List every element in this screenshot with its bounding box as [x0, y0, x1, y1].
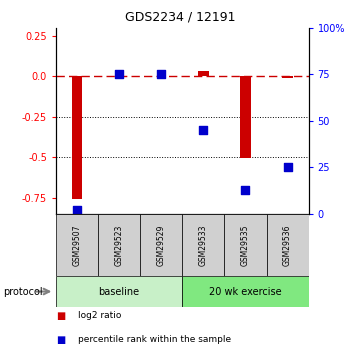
- Text: GSM29535: GSM29535: [241, 224, 250, 266]
- Text: ■: ■: [56, 335, 65, 345]
- Text: GDS2234 / 12191: GDS2234 / 12191: [125, 10, 236, 23]
- Text: GSM29507: GSM29507: [73, 224, 82, 266]
- Text: percentile rank within the sample: percentile rank within the sample: [78, 335, 231, 344]
- Text: log2 ratio: log2 ratio: [78, 310, 121, 319]
- Text: 20 wk exercise: 20 wk exercise: [209, 287, 282, 296]
- Bar: [266, 214, 309, 276]
- Bar: [225, 214, 266, 276]
- Bar: [72, 76, 82, 198]
- Point: [158, 71, 164, 77]
- Bar: [198, 71, 209, 76]
- Text: GSM29523: GSM29523: [115, 224, 123, 266]
- Text: ■: ■: [56, 310, 65, 321]
- Point: [74, 207, 80, 213]
- Bar: [282, 76, 293, 78]
- Bar: [56, 214, 98, 276]
- Bar: [98, 214, 140, 276]
- Text: GSM29533: GSM29533: [199, 224, 208, 266]
- Text: GSM29529: GSM29529: [157, 224, 166, 266]
- Bar: [182, 276, 309, 307]
- Point: [200, 127, 206, 133]
- Bar: [140, 214, 182, 276]
- Bar: [56, 276, 182, 307]
- Point: [285, 165, 291, 170]
- Text: baseline: baseline: [99, 287, 140, 296]
- Text: GSM29536: GSM29536: [283, 224, 292, 266]
- Point: [243, 187, 248, 193]
- Text: protocol: protocol: [4, 287, 43, 296]
- Point: [116, 71, 122, 77]
- Bar: [240, 76, 251, 158]
- Bar: [182, 214, 225, 276]
